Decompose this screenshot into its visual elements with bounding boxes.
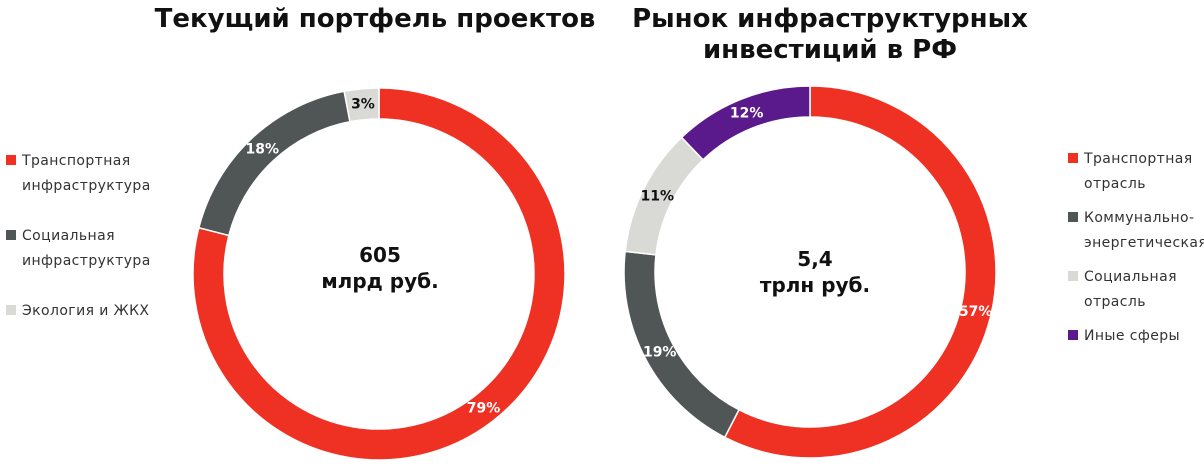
legend-label: Иные сферы xyxy=(1084,328,1180,344)
data-label-транспортная-инфраструктура: 79% xyxy=(467,401,501,417)
legend-item-социальная-инфраструктура: Социальная инфраструктура xyxy=(6,224,196,274)
legend-label: инфраструктура xyxy=(22,253,151,269)
legend-label: отрасль xyxy=(1084,176,1146,192)
donut-slice-иные-сферы xyxy=(680,85,811,161)
legend-item-коммунально-энергетическая: Коммунально-энергетическая xyxy=(1068,206,1204,256)
legend-market: Транспортная отрасль Коммунально-энергетич… xyxy=(1068,147,1204,358)
legend-swatch xyxy=(1068,330,1078,340)
legend-label: отрасль xyxy=(1084,294,1146,310)
legend-label: Экология и ЖКХ xyxy=(22,303,150,319)
donut-chart-market: 57% 19% 11% 12% xyxy=(623,85,997,459)
center-value: 5,4 xyxy=(797,247,833,271)
legend-item-иные-сферы: Иные сферы xyxy=(1068,324,1204,349)
legend-item-экология-и-жкх: Экология и ЖКХ xyxy=(6,299,196,324)
data-label-социальная-инфраструктура: 18% xyxy=(246,142,280,158)
legend-swatch xyxy=(6,155,16,165)
center-unit: трлн руб. xyxy=(759,273,871,297)
center-unit: млрд руб. xyxy=(321,269,439,293)
legend-swatch xyxy=(1068,153,1078,163)
donut-slice-экология-и-жкх xyxy=(343,87,380,123)
legend-swatch xyxy=(6,305,16,315)
data-label-социальная-отрасль: 11% xyxy=(640,188,674,204)
chart-title-portfolio: Текущий портфель проектов xyxy=(154,4,596,34)
legend-label: Социальная xyxy=(22,228,115,244)
data-label-коммунально-энергетическая: 19% xyxy=(643,345,677,361)
legend-item-транспортная-отрасль: Транспортная отрасль xyxy=(1068,147,1204,197)
legend-label: Транспортная xyxy=(1084,151,1193,167)
legend-swatch xyxy=(1068,271,1078,281)
donut-slice-транспортная-отрасль xyxy=(723,85,997,459)
center-total-portfolio: 605 млрд руб. xyxy=(270,242,490,294)
donut-slice-транспортная-инфраструктура xyxy=(192,87,566,461)
legend-label: инфраструктура xyxy=(22,178,151,194)
legend-swatch xyxy=(1068,212,1078,222)
legend-portfolio: Транспортная инфраструктура Социальная инфр… xyxy=(6,149,196,349)
legend-label: Социальная xyxy=(1084,269,1177,285)
data-label-иные-сферы: 12% xyxy=(730,106,764,122)
legend-swatch xyxy=(6,230,16,240)
chart-title-market: Рынок инфраструктурных инвестиций в РФ xyxy=(632,4,1028,65)
donut-chart-portfolio: 79% 18% 3% xyxy=(192,87,566,461)
legend-label: Коммунально- xyxy=(1084,210,1195,226)
center-total-market: 5,4 трлн руб. xyxy=(705,246,925,298)
donut-slice-социальная-инфраструктура xyxy=(197,90,351,237)
data-label-транспортная-отрасль: 57% xyxy=(959,304,993,320)
legend-item-транспортная-инфраструктура: Транспортная инфраструктура xyxy=(6,149,196,199)
legend-label: Транспортная xyxy=(22,153,131,169)
data-label-экология-и-жкх: 3% xyxy=(351,96,375,112)
legend-item-социальная-отрасль: Социальная отрасль xyxy=(1068,265,1204,315)
center-value: 605 xyxy=(359,243,401,267)
legend-label: энергетическая xyxy=(1084,235,1204,251)
